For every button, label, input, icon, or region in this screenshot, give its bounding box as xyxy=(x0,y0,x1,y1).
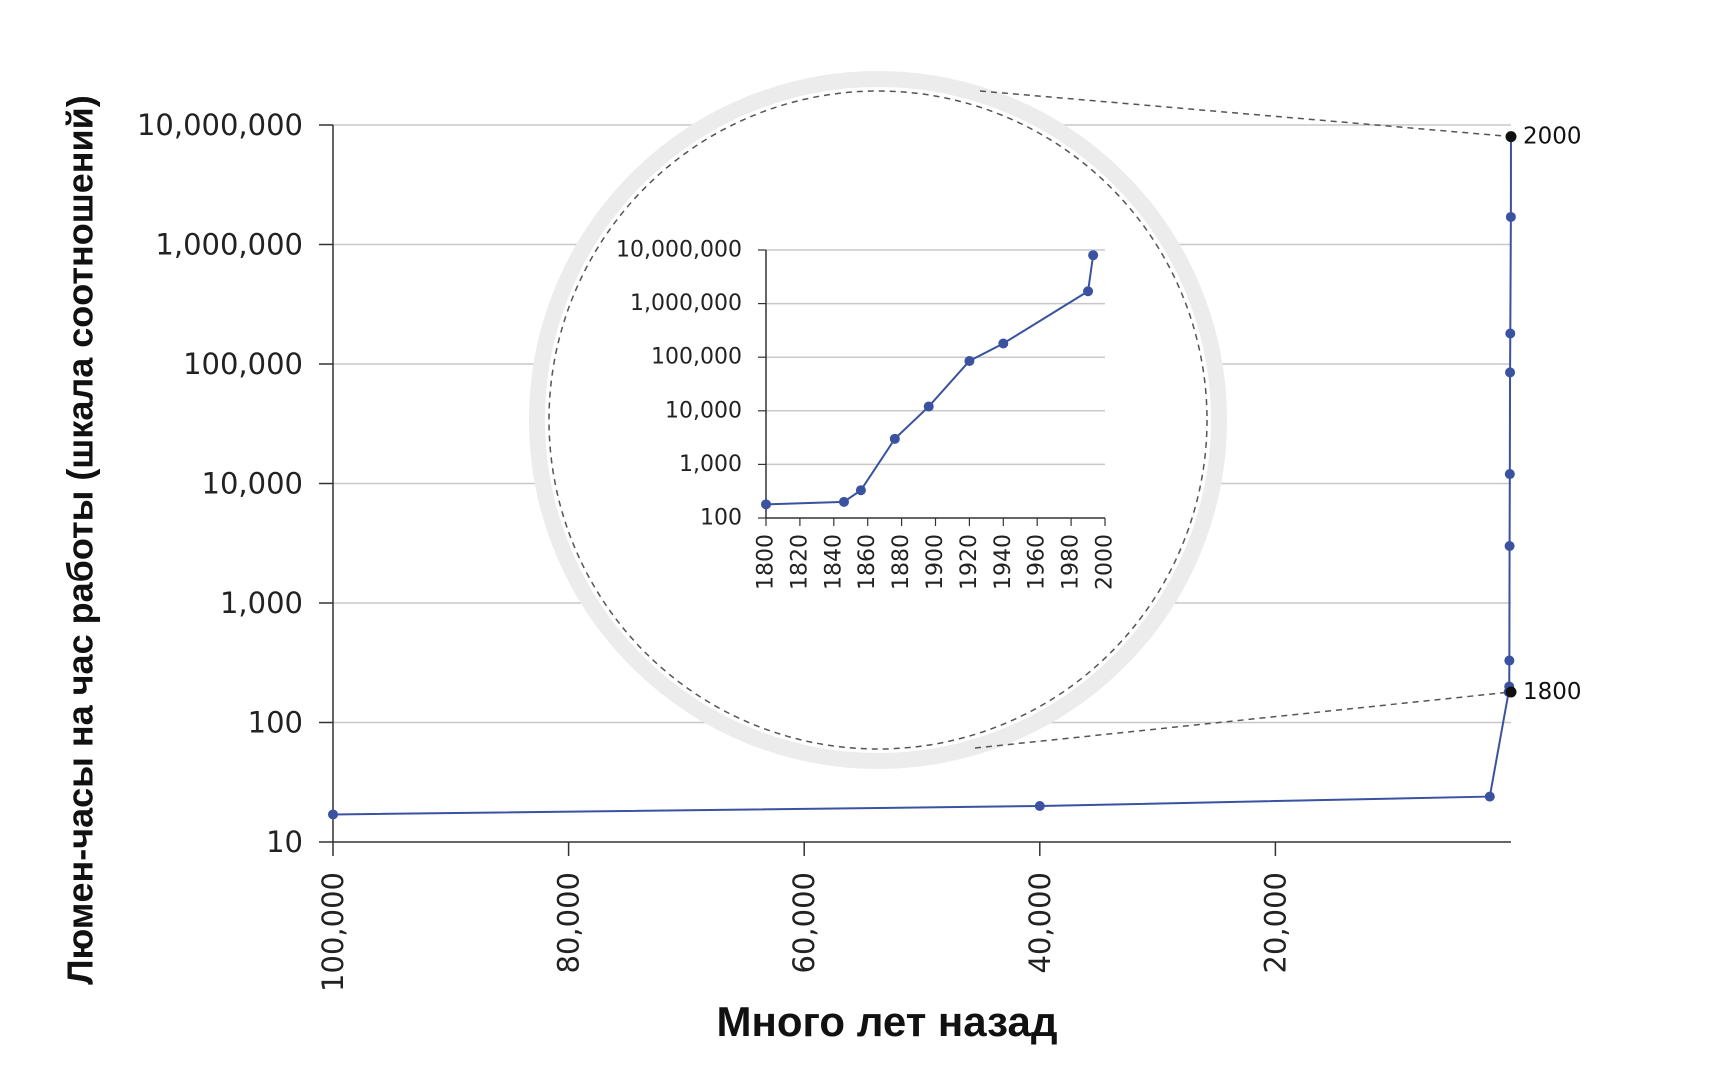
x-axis-title: Много лет назад xyxy=(716,998,1057,1045)
inset-data-point xyxy=(761,499,771,510)
annotation-1800: 1800 xyxy=(1523,679,1582,705)
inset-y-tick-label: 1,000,000 xyxy=(630,291,742,316)
y-tick-label: 100 xyxy=(248,706,303,740)
inset-data-point xyxy=(964,355,975,366)
inset-data-point xyxy=(923,401,934,412)
inset-x-tick-label: 1900 xyxy=(923,534,948,590)
inset-chart: 100 1,000 10,000 100,000 1,000,000 10,000,000… xyxy=(616,238,1117,591)
annotation-2000: 2000 xyxy=(1523,124,1582,150)
y-tick-label: 10,000 xyxy=(202,467,303,501)
y-axis-title: Люмен-часы на час работы (шкала соотноше… xyxy=(60,95,101,984)
inset-y-tick-label: 10,000,000 xyxy=(616,238,742,263)
magnifier-ring xyxy=(529,71,1227,769)
inset-x-tick-label: 1940 xyxy=(991,534,1016,590)
main-data-point xyxy=(1505,367,1516,378)
main-data-point xyxy=(1505,328,1516,339)
inset-x-tick-label: 1820 xyxy=(787,534,812,590)
y-tick-label: 1,000,000 xyxy=(155,228,303,262)
main-points xyxy=(328,131,1516,820)
y-tick-label: 10,000,000 xyxy=(137,108,303,142)
main-data-point xyxy=(1484,791,1495,802)
y-tick-label: 100,000 xyxy=(183,347,303,381)
inset-x-tick-label: 1920 xyxy=(957,534,982,590)
inset-data-point xyxy=(838,496,849,507)
main-data-point xyxy=(1504,469,1515,480)
x-tick-label: 60,000 xyxy=(787,872,821,973)
y-tick-label: 10 xyxy=(266,825,303,859)
main-line xyxy=(332,136,1512,816)
main-axes: 10 100 1,000 10,000 100,000 1,000,000 10,000,0… xyxy=(137,108,1511,992)
highlight-point xyxy=(1505,131,1517,143)
x-tick-label: 40,000 xyxy=(1023,872,1057,973)
inset-data-point xyxy=(889,433,900,444)
y-tick-label: 1,000 xyxy=(220,586,303,620)
inset-data-point xyxy=(1088,250,1099,261)
main-data-point xyxy=(1504,540,1515,551)
inset-y-tick-label: 100 xyxy=(700,506,742,531)
inset-data-point xyxy=(1083,286,1094,297)
zoom-connector-bottom xyxy=(974,691,1512,749)
main-data-point xyxy=(1034,801,1045,812)
main-series-line xyxy=(332,136,1512,816)
highlight-point xyxy=(1505,686,1517,698)
inset-x-tick-label: 1800 xyxy=(754,534,779,590)
inset-data-point xyxy=(998,338,1009,349)
zoom-connector-top xyxy=(979,90,1512,138)
inset-x-tick-label: 1880 xyxy=(889,534,914,590)
x-tick-label: 80,000 xyxy=(552,872,586,973)
main-data-point xyxy=(1505,211,1516,222)
inset-data-point xyxy=(855,485,866,496)
inset-x-tick-label: 1860 xyxy=(855,534,880,590)
inset-x-tick-label: 1840 xyxy=(821,534,846,590)
main-data-point xyxy=(328,809,338,820)
main-data-point xyxy=(1504,655,1515,666)
x-tick-label: 20,000 xyxy=(1258,872,1292,973)
inset-y-tick-label: 100,000 xyxy=(651,345,742,370)
inset-x-tick-label: 1980 xyxy=(1059,534,1084,590)
main-annotations: 2000 1800 xyxy=(1505,124,1582,705)
inset-x-tick-label: 2000 xyxy=(1093,534,1118,590)
x-tick-label: 100,000 xyxy=(316,872,350,992)
inset-x-tick-label: 1960 xyxy=(1025,534,1050,590)
titles: Люмен-часы на час работы (шкала соотноше… xyxy=(60,95,1058,1045)
inset-y-tick-label: 10,000 xyxy=(665,398,742,423)
magnifier-dashed-circle xyxy=(548,90,1208,750)
inset-y-tick-label: 1,000 xyxy=(679,452,742,477)
